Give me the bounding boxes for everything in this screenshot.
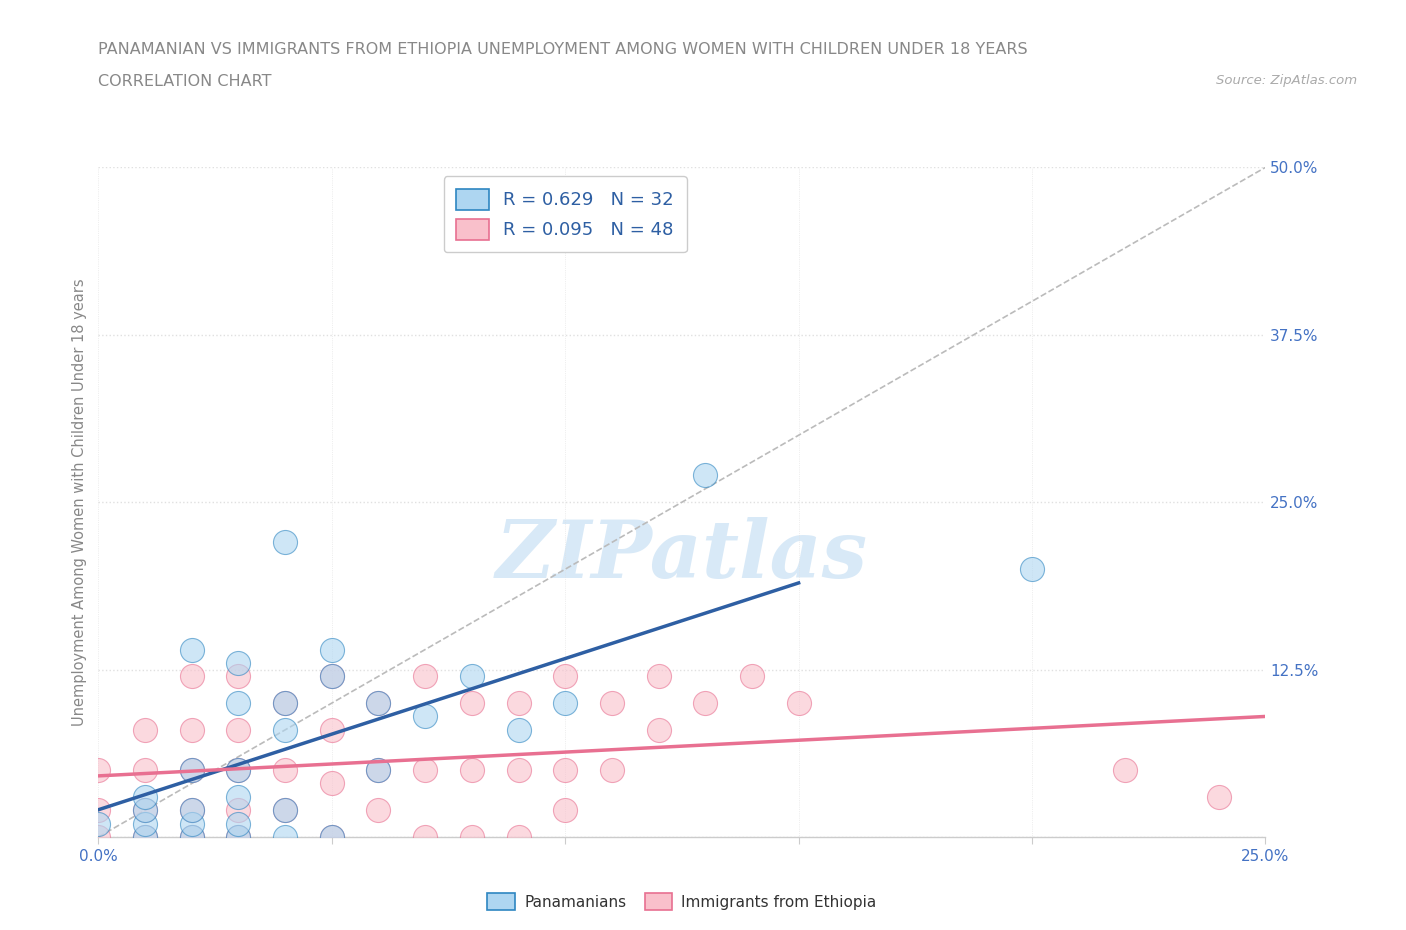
- Point: [600, 763, 623, 777]
- Text: ZIPatlas: ZIPatlas: [496, 517, 868, 594]
- Text: Source: ZipAtlas.com: Source: ZipAtlas.com: [1216, 74, 1357, 87]
- Point: [695, 696, 717, 711]
- Point: [413, 709, 436, 724]
- Point: [321, 830, 343, 844]
- Point: [228, 669, 250, 684]
- Legend: Panamanians, Immigrants from Ethiopia: Panamanians, Immigrants from Ethiopia: [481, 886, 883, 916]
- Point: [134, 790, 156, 804]
- Point: [228, 763, 250, 777]
- Point: [134, 763, 156, 777]
- Point: [413, 763, 436, 777]
- Point: [413, 830, 436, 844]
- Point: [180, 763, 202, 777]
- Text: PANAMANIAN VS IMMIGRANTS FROM ETHIOPIA UNEMPLOYMENT AMONG WOMEN WITH CHILDREN UN: PANAMANIAN VS IMMIGRANTS FROM ETHIOPIA U…: [98, 42, 1028, 57]
- Point: [461, 696, 484, 711]
- Point: [647, 723, 669, 737]
- Point: [274, 696, 297, 711]
- Point: [228, 763, 250, 777]
- Point: [180, 669, 202, 684]
- Point: [134, 723, 156, 737]
- Point: [461, 830, 484, 844]
- Point: [87, 817, 110, 831]
- Point: [87, 830, 110, 844]
- Point: [274, 803, 297, 817]
- Point: [180, 803, 202, 817]
- Point: [1208, 790, 1230, 804]
- Point: [180, 817, 202, 831]
- Text: CORRELATION CHART: CORRELATION CHART: [98, 74, 271, 89]
- Point: [180, 723, 202, 737]
- Point: [87, 803, 110, 817]
- Point: [321, 723, 343, 737]
- Point: [647, 669, 669, 684]
- Point: [461, 763, 484, 777]
- Point: [274, 535, 297, 550]
- Point: [695, 468, 717, 483]
- Point: [134, 803, 156, 817]
- Point: [180, 830, 202, 844]
- Point: [741, 669, 763, 684]
- Point: [228, 696, 250, 711]
- Point: [180, 830, 202, 844]
- Point: [228, 656, 250, 671]
- Point: [180, 763, 202, 777]
- Point: [228, 803, 250, 817]
- Point: [134, 803, 156, 817]
- Point: [228, 830, 250, 844]
- Point: [321, 776, 343, 790]
- Point: [367, 696, 389, 711]
- Point: [367, 803, 389, 817]
- Point: [554, 763, 576, 777]
- Point: [508, 723, 530, 737]
- Point: [787, 696, 810, 711]
- Point: [413, 669, 436, 684]
- Point: [274, 723, 297, 737]
- Point: [1114, 763, 1136, 777]
- Point: [461, 669, 484, 684]
- Point: [508, 696, 530, 711]
- Point: [600, 696, 623, 711]
- Y-axis label: Unemployment Among Women with Children Under 18 years: Unemployment Among Women with Children U…: [72, 278, 87, 726]
- Point: [228, 817, 250, 831]
- Point: [321, 669, 343, 684]
- Point: [134, 830, 156, 844]
- Point: [1021, 562, 1043, 577]
- Point: [321, 830, 343, 844]
- Point: [554, 696, 576, 711]
- Point: [554, 669, 576, 684]
- Point: [180, 642, 202, 657]
- Point: [274, 830, 297, 844]
- Point: [87, 763, 110, 777]
- Point: [274, 763, 297, 777]
- Point: [367, 696, 389, 711]
- Point: [508, 830, 530, 844]
- Point: [228, 790, 250, 804]
- Point: [228, 830, 250, 844]
- Point: [554, 803, 576, 817]
- Point: [321, 669, 343, 684]
- Point: [134, 817, 156, 831]
- Point: [228, 723, 250, 737]
- Point: [367, 763, 389, 777]
- Point: [367, 763, 389, 777]
- Point: [180, 803, 202, 817]
- Point: [274, 803, 297, 817]
- Point: [508, 763, 530, 777]
- Point: [134, 830, 156, 844]
- Point: [321, 642, 343, 657]
- Point: [274, 696, 297, 711]
